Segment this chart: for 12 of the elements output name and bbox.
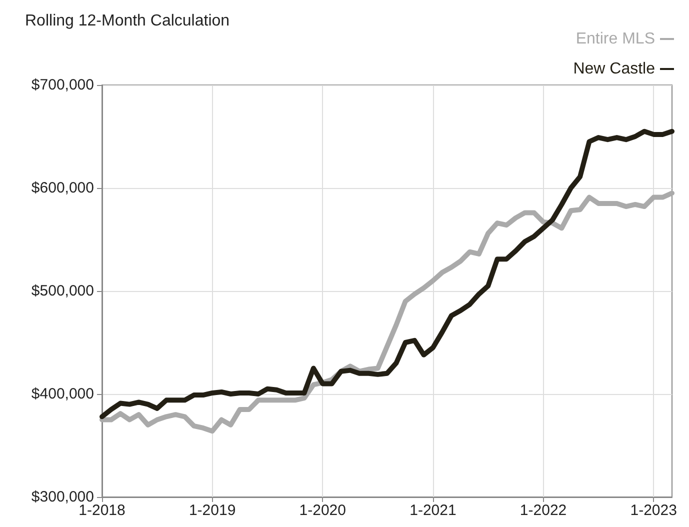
x-tick-label: 1-2022 (520, 502, 567, 519)
x-tick-label: 1-2019 (188, 502, 236, 519)
y-tick-label: $700,000 (31, 76, 94, 94)
y-tick-label: $500,000 (31, 282, 94, 300)
chart-title: Rolling 12-Month Calculation (25, 12, 230, 30)
legend-label: Entire MLS (576, 30, 655, 48)
x-tick-label: 1-2020 (299, 502, 346, 519)
legend-label: New Castle (573, 60, 656, 78)
x-tick-label: 1-2023 (630, 502, 677, 519)
y-tick-label: $600,000 (31, 180, 94, 196)
y-tick-label: $400,000 (31, 386, 94, 402)
x-tick-label: 1-2021 (410, 502, 456, 519)
